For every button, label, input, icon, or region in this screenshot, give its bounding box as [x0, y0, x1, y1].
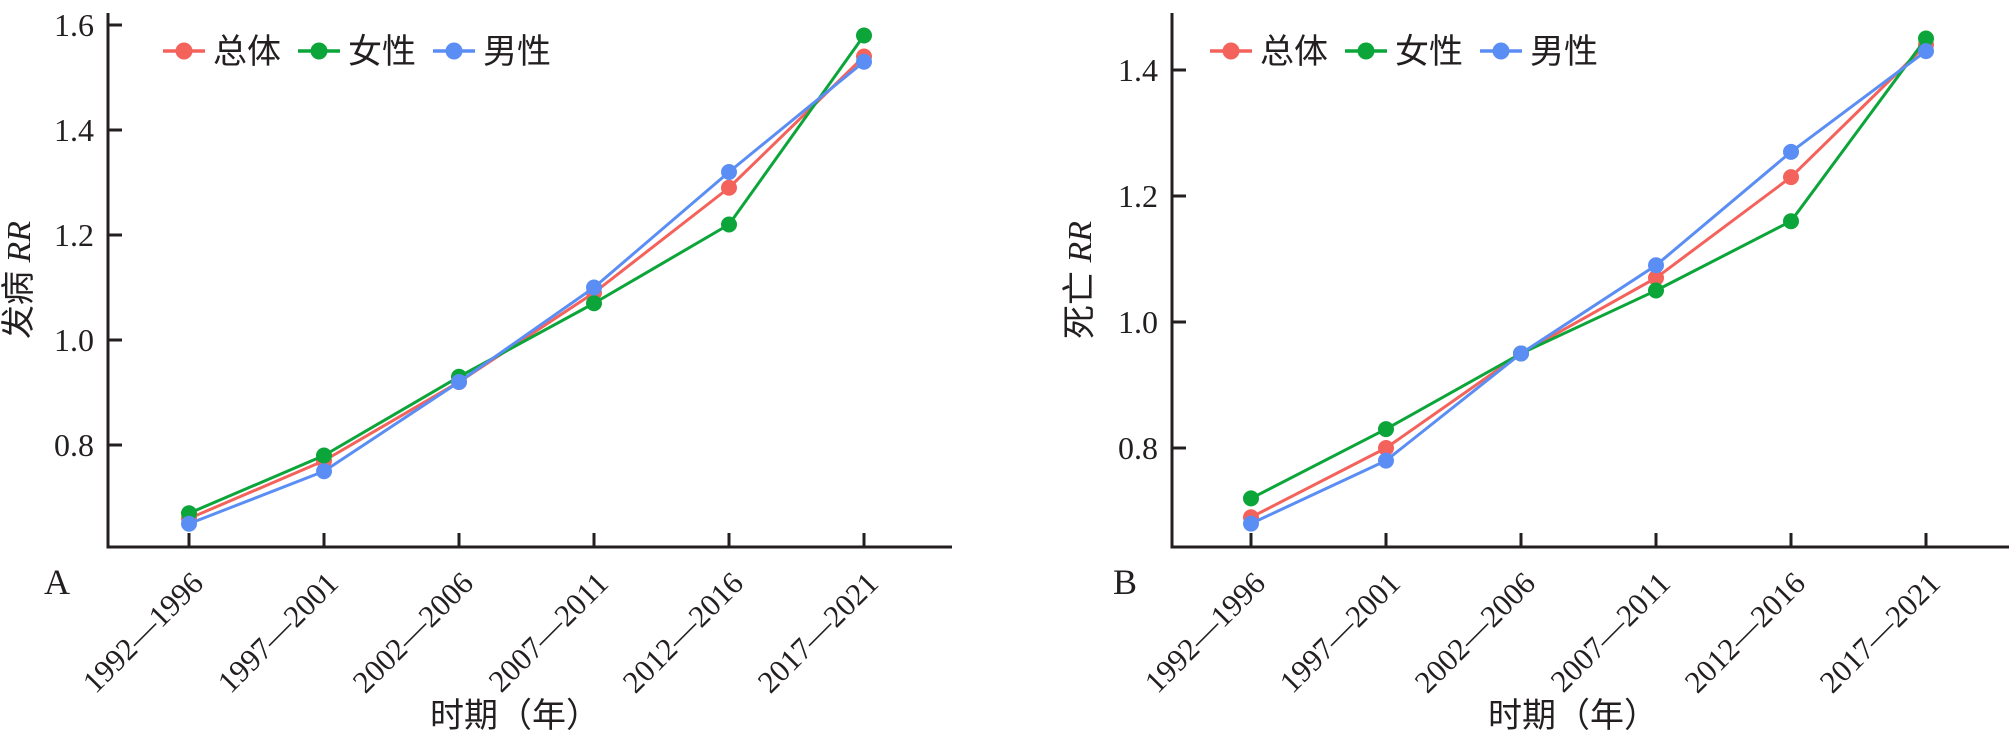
data-point-male [1378, 452, 1394, 469]
data-point-male [586, 279, 602, 296]
legend-label-male: 男性 [483, 33, 551, 71]
x-tick-label: 1992—1996 [76, 565, 210, 699]
x-tick-label: 2012—2016 [616, 565, 750, 699]
panel-letter: A [44, 562, 70, 602]
y-tick-label: 1.6 [54, 7, 94, 43]
legend-label-female: 女性 [348, 33, 416, 71]
y-tick-label: 1.2 [1118, 178, 1158, 214]
series-line-overall [1250, 43, 1928, 519]
data-point-overall [721, 179, 737, 196]
series-line-male [188, 60, 865, 526]
panel-a-incidence: 0.8 1.0 1.2 1.4 1.6 1992—1996 1997—2001 2002—20… [0, 7, 952, 735]
data-point-female [316, 447, 332, 464]
y-tick-label: 1.2 [54, 217, 94, 253]
data-point-overall [1648, 269, 1664, 286]
legend-label-male: 男性 [1530, 33, 1598, 71]
data-point-male [856, 53, 872, 70]
legend-label-overall: 总体 [1260, 33, 1328, 71]
y-tick-label: 1.4 [54, 112, 94, 148]
legend-marker-male [1492, 42, 1510, 60]
x-tick-label: 1997—2001 [1273, 565, 1407, 699]
data-point-male [181, 515, 197, 532]
legend-label-female: 女性 [1395, 33, 1463, 71]
series-line-male [1250, 49, 1927, 525]
data-point-male [1783, 143, 1799, 160]
series-line-female [1250, 37, 1928, 500]
data-point-male [1513, 345, 1529, 362]
y-tick-label: 1.0 [1118, 304, 1158, 340]
data-point-male [1243, 515, 1259, 532]
y-tick-label: 0.8 [54, 427, 94, 463]
panel-b-mortality: 0.8 1.0 1.2 1.4 1992—1996 1997—2001 2002—2006 2… [1007, 0, 2014, 743]
series-line-overall [188, 55, 866, 520]
legend-marker-overall [175, 42, 193, 60]
data-point-male [1918, 43, 1934, 60]
x-tick-label: 2017—2021 [1813, 565, 1947, 699]
data-point-female [1918, 30, 1934, 47]
legend-marker-overall [1222, 42, 1240, 60]
data-point-female [1648, 282, 1664, 299]
x-tick-label: 2002—2006 [1408, 565, 1542, 699]
y-tick-label: 0.8 [1118, 430, 1158, 466]
x-tick-label: 2007—2011 [1543, 565, 1677, 699]
y-axis-title: 死亡 RR [1061, 221, 1099, 339]
legend-marker-female [310, 42, 328, 60]
x-tick-label: 2002—2006 [346, 565, 480, 699]
x-axis-title: 时期（年） [1488, 697, 1658, 735]
data-point-female [586, 295, 602, 312]
x-tick-label: 2007—2011 [481, 565, 615, 699]
y-tick-label: 1.0 [54, 322, 94, 358]
data-point-female [1243, 490, 1259, 507]
data-point-overall [1378, 440, 1394, 456]
y-axis-title: 发病 RR [0, 221, 38, 339]
data-point-male [451, 374, 467, 390]
series-line-female [188, 34, 866, 515]
x-tick-label: 2012—2016 [1678, 565, 1812, 699]
data-point-male [721, 164, 737, 180]
x-axis-title: 时期（年） [430, 697, 600, 735]
panel-letter: B [1113, 562, 1137, 602]
data-point-male [1648, 257, 1664, 274]
legend-marker-male [445, 42, 463, 60]
data-point-female [721, 216, 737, 233]
data-point-female [1378, 421, 1394, 438]
data-point-female [1783, 213, 1799, 230]
x-tick-label: 2017—2021 [751, 565, 885, 699]
chart-incidence-svg: 0.8 1.0 1.2 1.4 1.6 1992—1996 1997—2001 2002—20… [0, 7, 952, 735]
legend-marker-female [1357, 42, 1375, 60]
data-point-male [316, 463, 332, 480]
x-tick-label: 1997—2001 [211, 565, 345, 699]
x-tick-label: 1992—1996 [1138, 565, 1272, 699]
legend-label-overall: 总体 [213, 33, 281, 71]
data-point-overall [1783, 169, 1799, 186]
data-point-female [856, 27, 872, 44]
y-tick-label: 1.4 [1118, 52, 1158, 88]
